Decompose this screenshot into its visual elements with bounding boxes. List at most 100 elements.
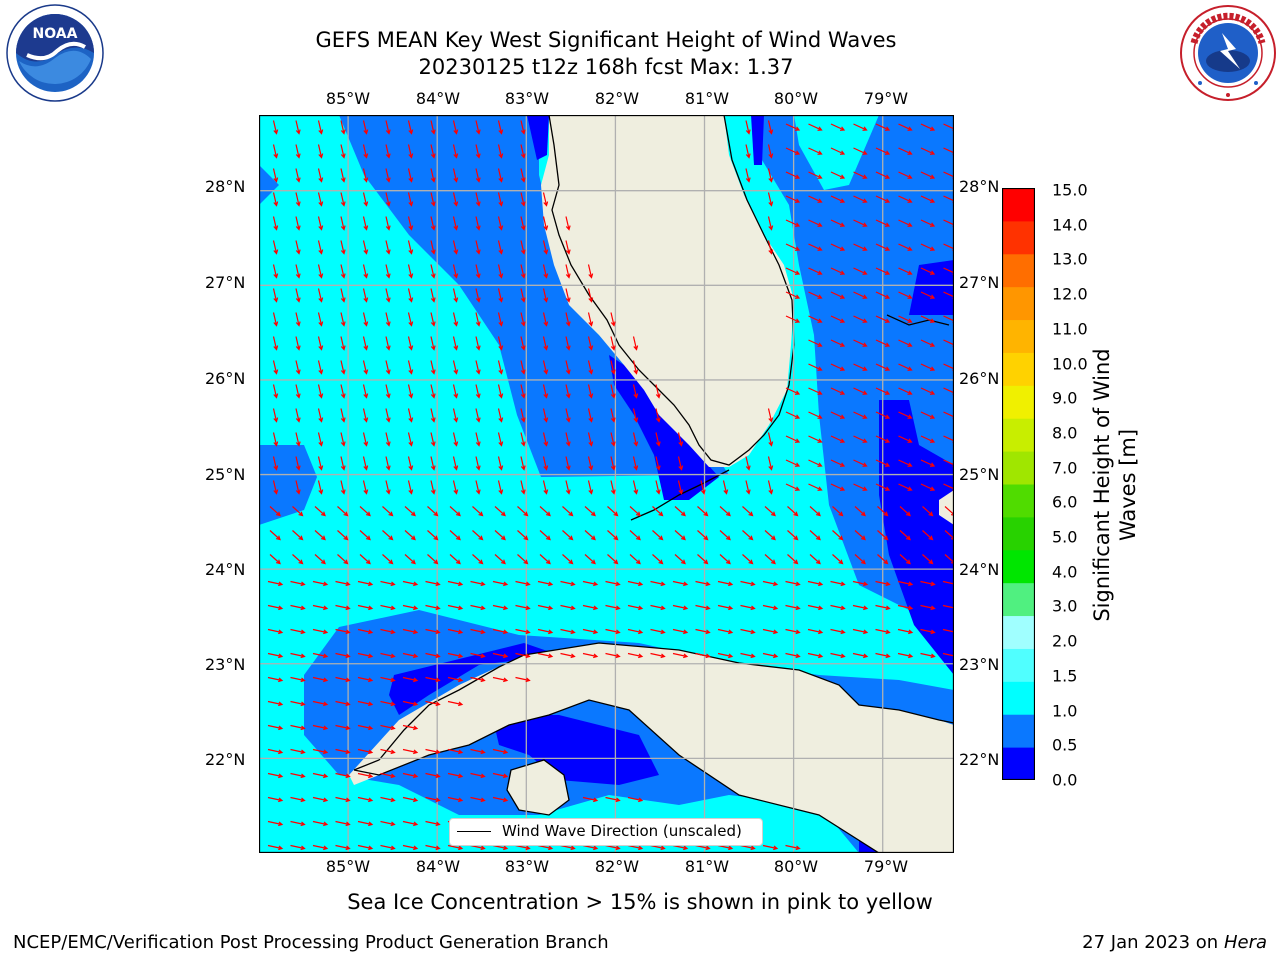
wave-arrow (852, 652, 869, 659)
wave-arrow (517, 506, 529, 517)
wave-arrow (920, 363, 936, 371)
wave-arrow (295, 192, 301, 207)
wave-arrow (830, 147, 846, 155)
wave-arrow (877, 554, 889, 565)
wave-arrow (898, 123, 913, 131)
wave-arrow (335, 580, 351, 587)
wave-arrow (520, 192, 526, 207)
wave-arrow (382, 554, 394, 565)
colorbar-band (1002, 714, 1035, 748)
wave-arrow (385, 456, 391, 471)
wave-arrow (402, 796, 419, 803)
wave-arrow (672, 604, 689, 611)
wave-arrow (340, 264, 346, 279)
wave-arrow (920, 219, 936, 227)
wave-arrow (920, 459, 936, 467)
wave-field-low (259, 165, 279, 205)
wave-arrow (898, 171, 913, 179)
wave-arrow (267, 724, 284, 731)
wave-arrow (542, 216, 549, 231)
wave-arrow (515, 580, 531, 587)
wave-arrow (317, 144, 324, 159)
wave-arrow (402, 580, 419, 587)
wave-arrow (492, 628, 509, 635)
wave-arrow (785, 219, 801, 227)
wave-arrow (470, 772, 486, 779)
wave-arrow (340, 240, 346, 255)
wave-arrow (875, 219, 891, 227)
lat-tick-right: 28°N (959, 177, 1000, 196)
wave-arrow (357, 748, 374, 755)
wave-arrow (652, 530, 664, 541)
wave-arrow (267, 820, 284, 827)
wave-arrow (809, 530, 821, 541)
wave-arrow (427, 530, 439, 541)
wave-arrow (610, 360, 616, 375)
wave-arrow (497, 240, 504, 255)
wave-arrow (404, 506, 416, 517)
wave-arrow (920, 628, 936, 635)
wave-arrow (852, 604, 869, 611)
wave-arrow (875, 411, 891, 419)
colorbar (1002, 188, 1035, 780)
wave-arrow (607, 554, 619, 565)
wave-arrow (898, 147, 913, 155)
wave-arrow (404, 554, 416, 565)
wave-arrow (830, 411, 846, 419)
colorbar-band (1002, 747, 1035, 780)
wave-arrow (650, 580, 666, 587)
wave-arrow (447, 604, 464, 611)
wave-arrow (475, 192, 481, 207)
wave-arrow (425, 844, 441, 851)
wave-arrow (808, 483, 823, 491)
wave-arrow (335, 628, 351, 635)
wave-arrow (767, 192, 774, 207)
wave-arrow (717, 844, 734, 851)
wave-arrow (452, 264, 459, 279)
wave-arrow (674, 530, 686, 541)
wave-arrow (295, 216, 301, 231)
wave-arrow (520, 360, 526, 375)
wave-arrow (542, 264, 549, 279)
wave-arrow (517, 530, 529, 541)
wave-arrow (853, 243, 868, 251)
wave-arrow (290, 796, 306, 803)
wave-arrow (290, 604, 306, 611)
wave-arrow (560, 604, 576, 611)
wave-arrow (290, 844, 306, 851)
wave-arrow (632, 384, 639, 399)
wave-arrow (492, 796, 509, 803)
wave-arrow (340, 120, 346, 135)
wave-arrow (362, 336, 369, 351)
wave-arrow (492, 844, 509, 851)
wave-arrow (899, 554, 911, 565)
wave-arrow (785, 387, 801, 395)
wave-arrow (897, 652, 914, 659)
wave-arrow (808, 243, 823, 251)
wave-arrow (317, 264, 324, 279)
wave-arrow (470, 796, 486, 803)
wave-arrow (497, 216, 504, 231)
wave-arrow (830, 315, 846, 323)
wave-arrow (340, 336, 346, 351)
wave-arrow (335, 652, 351, 659)
wave-arrow (447, 772, 464, 779)
wave-arrow (475, 120, 481, 135)
wave-arrow (587, 336, 594, 351)
map-panel[interactable] (259, 115, 954, 853)
wave-arrow (475, 312, 481, 327)
colorbar-tick: 6.0 (1052, 492, 1078, 512)
wave-arrow (452, 360, 459, 375)
wave-arrow (674, 554, 686, 565)
wave-arrow (542, 432, 549, 447)
wave-arrow (695, 652, 711, 659)
wave-arrow (697, 506, 709, 517)
wave-arrow (272, 192, 279, 207)
wave-arrow (520, 312, 526, 327)
wave-arrow (452, 120, 459, 135)
wave-arrow (407, 336, 414, 351)
wave-arrow (295, 144, 301, 159)
wave-arrow (402, 724, 419, 731)
wave-arrow (898, 219, 913, 227)
wave-arrow (517, 554, 529, 565)
